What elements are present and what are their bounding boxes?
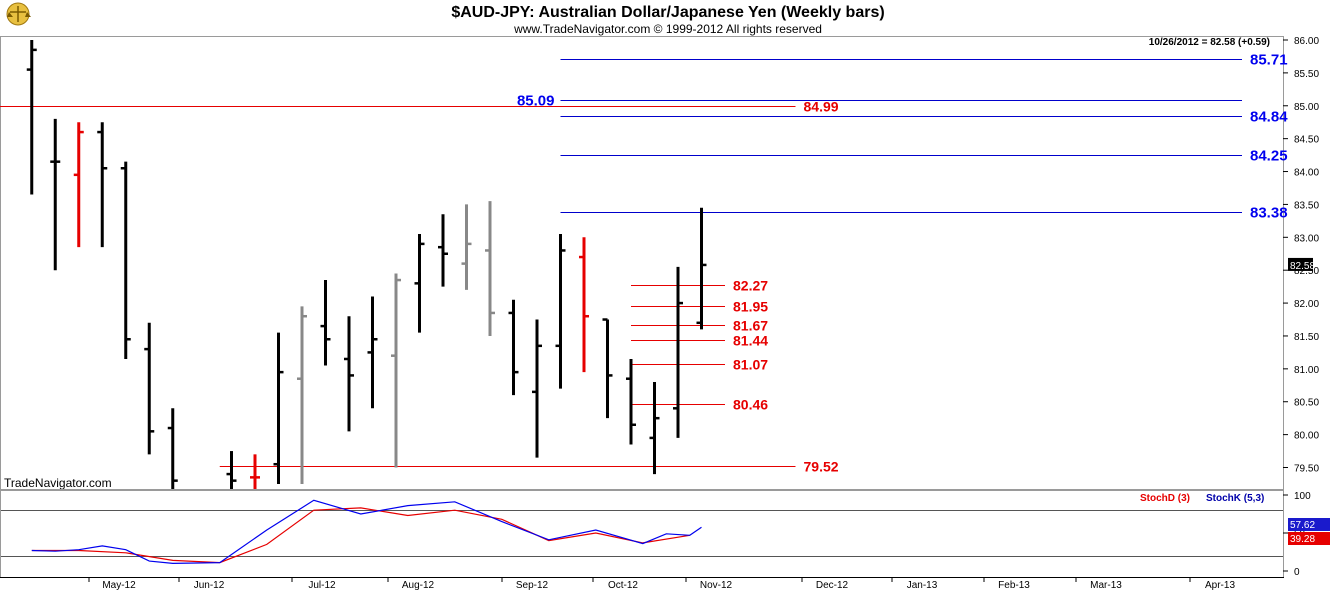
x-tick-label: Sep-12: [516, 580, 549, 591]
time-axis: May-12 Jun-12 Jul-12 Aug-12 Sep-12 Oct-12 Nov-…: [0, 577, 1284, 591]
y-tick-label: 86.00: [1294, 36, 1319, 47]
y-tick-label: 81.00: [1294, 365, 1319, 376]
y-tick-label: 85.50: [1294, 69, 1319, 80]
x-tick-label: Oct-12: [608, 580, 638, 591]
last-price-label: 82.58: [1290, 261, 1315, 272]
y-tick-label: 84.00: [1294, 168, 1319, 179]
y-tick-label: 82.00: [1294, 299, 1319, 310]
price-bar: [696, 207, 707, 330]
y-tick-label: 84.50: [1294, 135, 1319, 146]
y-tick-label: 82.50: [1294, 266, 1319, 277]
price-bar: [167, 408, 178, 489]
price-bar: [438, 214, 448, 287]
level-label-83.38: 83.38: [1250, 205, 1288, 222]
chart-title: $AUD-JPY: Australian Dollar/Japanese Yen…: [451, 4, 884, 21]
price-bar: [50, 118, 61, 271]
y-tick-label: 85.00: [1294, 102, 1319, 113]
price-bar: [555, 234, 566, 389]
price-bar: [120, 161, 131, 359]
y-tick-label: 83.50: [1294, 200, 1319, 211]
y-tick-label: 79.50: [1294, 464, 1319, 475]
scales-logo-icon[interactable]: [6, 2, 31, 26]
price-bar: [26, 40, 37, 195]
level-label-81.67: 81.67: [733, 318, 768, 334]
price-bar: [367, 296, 378, 409]
price-bar: [297, 306, 307, 484]
y-tick-label: 81.50: [1294, 332, 1319, 343]
price-bars: [26, 40, 707, 489]
price-bar: [626, 358, 636, 445]
level-label-84.99: 84.99: [804, 99, 839, 115]
price-bar: [97, 122, 108, 248]
stochastic-panel: 100500: [1, 491, 1311, 578]
last-price-tag: 82.58: [1288, 257, 1315, 272]
price-bar: [579, 237, 589, 373]
levels-group: 85.71 85.09 84.99 84.84 84.25 83.38 82.27 81.95…: [0, 52, 1288, 475]
copyright-text: www.TradeNavigator.com © 1999-2012 All r…: [513, 22, 822, 36]
x-tick-label: Apr-13: [1205, 580, 1235, 591]
price-bar: [73, 122, 84, 248]
stoch-value-tags: 57.62 39.28: [1288, 518, 1330, 545]
x-tick-label: Jun-12: [194, 580, 225, 591]
level-label-81.95: 81.95: [733, 299, 768, 315]
y-tick-label: 83.00: [1294, 233, 1319, 244]
price-bar: [273, 332, 284, 484]
price-bar: [344, 316, 354, 432]
level-label-79.52: 79.52: [804, 459, 839, 475]
price-bar: [461, 204, 472, 290]
price-bar: [602, 318, 613, 419]
price-bar: [673, 266, 683, 438]
level-label-81.44: 81.44: [733, 333, 768, 349]
level-label-82.27: 82.27: [733, 278, 768, 294]
price-panel-frame: [0, 36, 1284, 490]
last-price-info: 10/26/2012 = 82.58 (+0.59): [1149, 37, 1270, 48]
y-tick-label: 80.50: [1294, 398, 1319, 409]
price-bar: [532, 319, 542, 458]
price-bar: [414, 234, 425, 333]
legend-stochd: StochD (3): [1140, 493, 1190, 504]
stochk-line: [31, 499, 702, 565]
x-tick-label: Aug-12: [402, 580, 435, 591]
level-label-81.07: 81.07: [733, 357, 768, 373]
stoch-tick-label: 0: [1294, 567, 1300, 578]
level-label-84.84: 84.84: [1250, 109, 1288, 126]
x-tick-label: Feb-13: [998, 580, 1030, 591]
stoch-tick-label: 100: [1294, 491, 1311, 502]
x-tick-label: May-12: [102, 580, 136, 591]
x-tick-label: Jan-13: [907, 580, 938, 591]
x-tick-label: Dec-12: [816, 580, 849, 591]
stochk-last-value: 57.62: [1290, 520, 1315, 531]
price-bar: [320, 280, 331, 366]
price-bar: [250, 454, 260, 489]
level-label-85.09: 85.09: [517, 93, 555, 110]
y-tick-label: 80.00: [1294, 431, 1319, 442]
stochd-line: [31, 507, 690, 564]
price-bar: [391, 273, 401, 468]
price-bar: [226, 451, 237, 489]
legend-stochk: StochK (5,3): [1206, 493, 1264, 504]
watermark-text: TradeNavigator.com: [4, 476, 112, 490]
price-bar: [144, 322, 155, 455]
x-tick-label: Mar-13: [1090, 580, 1122, 591]
x-tick-label: Jul-12: [308, 580, 336, 591]
stochd-last-value: 39.28: [1290, 534, 1315, 545]
price-bar: [508, 299, 519, 396]
x-tick-label: Nov-12: [700, 580, 733, 591]
price-axis: 86.00 85.50 85.00 84.50 84.00 83.50 83.00 82.50…: [1283, 36, 1319, 475]
price-bar: [485, 201, 495, 336]
price-bar: [649, 382, 660, 475]
level-label-85.71: 85.71: [1250, 52, 1288, 69]
level-label-84.25: 84.25: [1250, 148, 1288, 165]
level-label-80.46: 80.46: [733, 397, 768, 413]
